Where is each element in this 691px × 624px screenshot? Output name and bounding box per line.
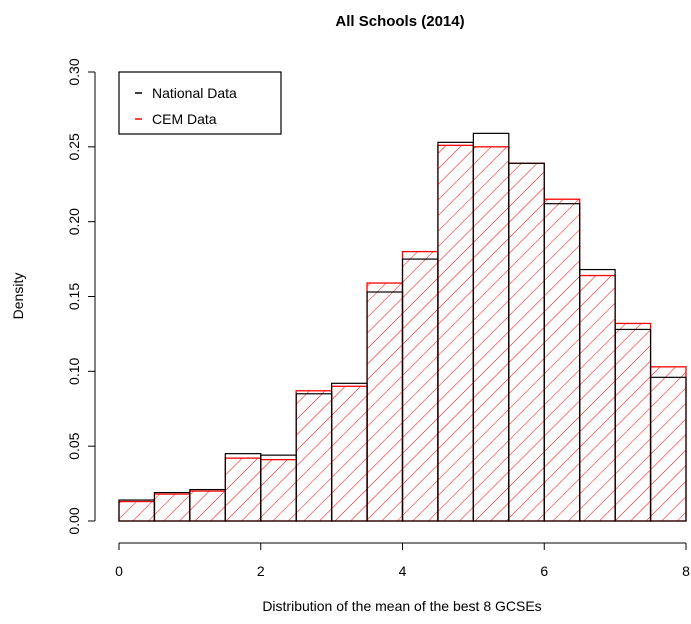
legend-box: [118, 71, 282, 135]
national-bars: [118, 132, 687, 522]
cem-bar: [295, 390, 333, 522]
x-tick-label: 8: [682, 563, 690, 579]
y-tick-label: 0.15: [66, 283, 82, 310]
cem-bar: [330, 385, 368, 522]
national-bar: [649, 376, 687, 522]
x-tick-label: 2: [257, 563, 265, 579]
cem-bar: [649, 366, 687, 522]
cem-bar: [366, 282, 404, 522]
cem-bar: [437, 144, 475, 522]
cem-bar: [543, 198, 581, 522]
y-tick-label: 0.30: [66, 58, 82, 85]
y-tick-label: 0.20: [66, 208, 82, 235]
cem-bar: [189, 490, 226, 522]
y-tick-label: 0.00: [66, 507, 82, 534]
x-tick-label: 0: [115, 563, 123, 579]
cem-bars: [118, 144, 687, 522]
cem-bar: [153, 493, 191, 522]
x-axis: 0 2 4 6 8: [115, 542, 690, 579]
y-axis: 0.00 0.05 0.10 0.15 0.20 0.25 0.30: [66, 58, 96, 535]
x-tick-label: 6: [540, 563, 548, 579]
y-axis-label: Density: [10, 273, 26, 320]
cem-bar: [614, 322, 652, 522]
legend: National Data CEM Data: [118, 71, 282, 135]
chart-title: All Schools (2014): [335, 13, 464, 30]
cem-bar: [472, 146, 510, 522]
x-tick-label: 4: [399, 563, 407, 579]
cem-bar: [224, 457, 262, 522]
y-tick-label: 0.10: [66, 357, 82, 384]
cem-bar: [401, 250, 439, 522]
legend-cem-label: CEM Data: [152, 111, 217, 127]
cem-bar: [579, 274, 616, 522]
legend-national-label: National Data: [152, 85, 237, 101]
cem-bar: [118, 500, 156, 522]
y-tick-label: 0.05: [66, 432, 82, 459]
cem-bar: [260, 458, 297, 522]
cem-bar: [508, 162, 545, 522]
y-tick-label: 0.25: [66, 133, 82, 160]
x-axis-label: Distribution of the mean of the best 8 G…: [262, 598, 541, 614]
